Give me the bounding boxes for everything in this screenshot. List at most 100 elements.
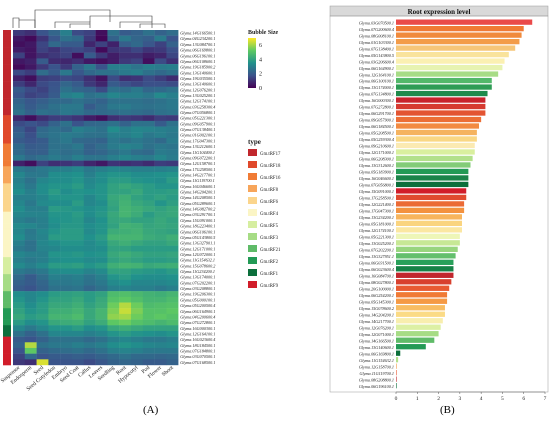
type-legend-label: Gm.tRF5 xyxy=(260,224,279,229)
heatmap-cell xyxy=(107,103,120,110)
heatmap-cell xyxy=(95,234,108,241)
heatmap-cell xyxy=(154,257,167,263)
type-strip-cell xyxy=(3,171,11,178)
heatmap-cell xyxy=(166,58,179,65)
heatmap-cell xyxy=(48,228,61,235)
tissue-label: Root xyxy=(115,365,128,377)
heatmap-cell xyxy=(72,149,84,156)
heatmap-cell xyxy=(83,154,96,161)
heatmap-cell xyxy=(166,171,179,178)
heatmap-cell xyxy=(154,285,167,292)
heatmap-cell xyxy=(72,279,84,286)
type-strip-cell xyxy=(3,81,11,88)
heatmap-cell xyxy=(24,120,37,127)
heatmap-cell xyxy=(36,211,49,218)
heatmap-cell xyxy=(24,92,37,99)
heatmap-cell xyxy=(119,166,132,173)
heatmap-cell xyxy=(24,194,37,201)
heatmap-cell xyxy=(107,206,120,212)
heatmap-cell xyxy=(48,103,61,110)
bar xyxy=(396,292,448,298)
heatmap-cell xyxy=(107,336,120,343)
heatmap-cell xyxy=(83,183,96,190)
heatmap-cell xyxy=(119,30,132,36)
x-tick-label: 1 xyxy=(416,396,419,402)
heatmap-cell xyxy=(119,336,132,343)
heatmap-cell xyxy=(119,296,132,303)
bar xyxy=(396,344,426,350)
heatmap-cell xyxy=(72,41,84,48)
heatmap-cell xyxy=(36,336,49,343)
heatmap-cell xyxy=(107,308,120,315)
heatmap-cell xyxy=(13,291,25,298)
type-strip-cell xyxy=(3,234,11,241)
heatmap-cell xyxy=(83,330,96,337)
heatmap-cell xyxy=(13,160,25,167)
type-strip-cell xyxy=(3,137,11,144)
heatmap-cell xyxy=(142,325,155,332)
type-strip-cell xyxy=(3,302,11,309)
bar-category-label: Glyma.07G202200.1 xyxy=(359,248,394,253)
bar xyxy=(396,331,439,337)
heatmap-cell xyxy=(119,137,132,144)
bar xyxy=(396,51,509,58)
heatmap-cell xyxy=(166,120,179,127)
heatmap-cell xyxy=(119,211,132,218)
heatmap-cell xyxy=(48,268,61,275)
heatmap-cell xyxy=(154,98,167,105)
bar xyxy=(396,149,475,155)
heatmap-cell xyxy=(107,132,120,139)
heatmap-cell xyxy=(72,58,84,65)
heatmap-cell xyxy=(24,81,37,87)
heatmap-cell xyxy=(95,115,108,122)
heatmap-cell xyxy=(154,206,167,212)
heatmap-cell xyxy=(48,245,61,252)
heatmap-cell xyxy=(13,268,25,275)
heatmap-cell xyxy=(13,154,25,161)
bar xyxy=(396,181,469,188)
heatmap-cell xyxy=(95,291,108,298)
bar-category-label: Glyma.12G171000.1 xyxy=(359,150,394,155)
heatmap-cell xyxy=(72,120,84,127)
dendrogram-branch xyxy=(89,15,153,22)
bar-category-label: Glyma.07G056800.1 xyxy=(359,183,394,188)
heatmap-cell xyxy=(131,359,143,366)
heatmap-cell xyxy=(36,58,49,65)
heatmap-cell xyxy=(36,279,49,286)
heatmap-cell xyxy=(131,291,143,298)
heatmap-cell xyxy=(131,325,143,332)
bar xyxy=(396,318,443,324)
gene-label: Glyma.11G154632.1 xyxy=(180,258,215,263)
heatmap-cell xyxy=(36,160,49,167)
type-strip-cell xyxy=(3,109,11,116)
heatmap-cell xyxy=(131,302,143,309)
heatmap-cell xyxy=(154,35,167,42)
heatmap-cell xyxy=(131,245,143,252)
heatmap-cell xyxy=(36,234,49,241)
heatmap-cell xyxy=(154,200,167,207)
heatmap-cell xyxy=(107,251,120,258)
colorbar-tick-label: 0 xyxy=(259,86,262,92)
type-legend-label: Gm.tRF2 xyxy=(260,260,279,265)
gene-label: Glyma.12G171000.1 xyxy=(180,246,215,251)
bar-category-label: Glyma.07G200600.4 xyxy=(359,27,394,32)
heatmap-cell xyxy=(83,353,96,360)
heatmap-cell xyxy=(83,126,96,133)
heatmap-cell xyxy=(60,160,73,167)
bar-category-label: Glyma.05G143800.5 xyxy=(359,53,394,58)
heatmap-cell xyxy=(131,30,143,36)
heatmap-cell xyxy=(131,262,143,269)
heatmap-cell xyxy=(166,251,179,258)
bar-category-label: Glyma.08G208800.1 xyxy=(359,377,394,382)
heatmap-cell xyxy=(95,171,108,178)
heatmap-cell xyxy=(24,342,37,349)
heatmap-cell xyxy=(60,257,73,263)
bar xyxy=(396,19,533,25)
heatmap-cell xyxy=(166,137,179,144)
heatmap-cell xyxy=(107,149,120,156)
heatmap-cell xyxy=(166,274,179,281)
heatmap-cell xyxy=(142,336,155,343)
heatmap-cell xyxy=(95,262,108,269)
heatmap-cell xyxy=(60,194,73,201)
bar-category-label: Glyma.13G234200.1 xyxy=(359,215,394,220)
